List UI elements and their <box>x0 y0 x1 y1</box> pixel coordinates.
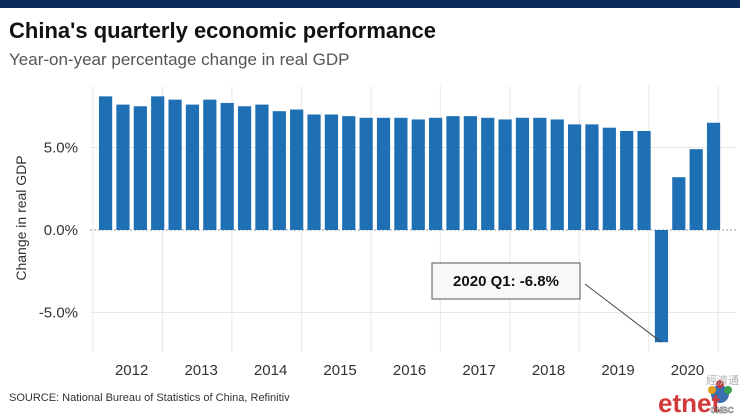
bar-2015-q1 <box>307 114 321 230</box>
x-tick-label: 2014 <box>254 362 287 379</box>
bar-2018-q4 <box>567 124 582 230</box>
bar-2016-q1 <box>376 117 391 230</box>
axis-layer: Change in real GDP 5.0% 0.0% -5.0% 2012 2013… <box>13 140 704 380</box>
bar-2019-q1 <box>585 124 599 230</box>
bar-2014-q2 <box>255 104 269 230</box>
bar-layer <box>99 96 721 343</box>
top-bar <box>0 0 740 8</box>
bar-2020-q1 <box>654 230 669 343</box>
bar-2015-q4 <box>359 117 373 230</box>
bar-2019-q3 <box>620 131 634 230</box>
bar-2012-q3 <box>133 106 147 230</box>
x-tick-label: 2016 <box>393 362 426 379</box>
y-tick-label: 5.0% <box>44 140 78 157</box>
bar-2019-q2 <box>602 127 616 230</box>
x-tick-label: 2012 <box>115 362 148 379</box>
x-tick-label: 2015 <box>323 362 356 379</box>
bar-2020-q4 <box>706 122 721 230</box>
callout-box <box>431 262 581 300</box>
x-tick-label: 2013 <box>184 362 217 379</box>
bar-2018-q3 <box>550 119 564 230</box>
logo-cnbc-text: CNBC <box>710 406 733 415</box>
bar-2020-q2 <box>672 177 686 230</box>
bar-2017-q1 <box>446 116 460 230</box>
x-tick-label: 2019 <box>601 362 634 379</box>
bar-2016-q3 <box>411 119 425 230</box>
bar-2019-q4 <box>637 131 651 230</box>
bar-2013-q3 <box>203 99 217 231</box>
x-tick-label: 2018 <box>532 362 565 379</box>
bar-2015-q2 <box>324 114 339 230</box>
etnet-cnbc-logo: 經濟通 etnet CNBC <box>658 373 739 416</box>
bar-2015-q3 <box>342 116 356 230</box>
chart-subtitle: Year-on-year percentage change in real G… <box>9 50 350 69</box>
bar-2018-q1 <box>515 117 530 230</box>
bar-2013-q2 <box>185 104 200 230</box>
bar-2012-q2 <box>116 104 130 230</box>
callout-layer: 2020 Q1: -6.8% <box>431 262 662 343</box>
bar-2018-q2 <box>533 117 547 230</box>
y-tick-label: 0.0% <box>44 222 78 239</box>
bar-2020-q3 <box>689 149 703 230</box>
callout-label: 2020 Q1: -6.8% <box>453 273 559 290</box>
x-tick-label: 2020 <box>671 362 704 379</box>
source-note: SOURCE: National Bureau of Statistics of… <box>9 392 290 404</box>
logo-etnet-text: etnet <box>658 388 720 416</box>
bar-2017-q2 <box>463 116 477 230</box>
bar-2013-q1 <box>168 99 182 231</box>
bar-2016-q2 <box>394 117 408 230</box>
y-tick-label: -5.0% <box>39 305 78 322</box>
bar-2012-q4 <box>151 96 165 230</box>
bar-2016-q4 <box>429 117 443 230</box>
y-axis-title: Change in real GDP <box>13 155 29 280</box>
chart-title: China's quarterly economic performance <box>9 18 437 43</box>
bar-2017-q3 <box>481 117 495 230</box>
callout-leader-line <box>584 283 662 343</box>
logo-chinese-text: 經濟通 <box>706 373 739 387</box>
bar-2014-q4 <box>290 109 304 230</box>
x-tick-label: 2017 <box>462 362 495 379</box>
bar-2014-q3 <box>272 111 286 230</box>
bar-2014-q1 <box>237 106 252 230</box>
bar-2017-q4 <box>498 119 512 230</box>
peacock-icon <box>708 380 732 403</box>
bar-2013-q4 <box>220 102 234 230</box>
bar-2012-q1 <box>99 96 113 230</box>
